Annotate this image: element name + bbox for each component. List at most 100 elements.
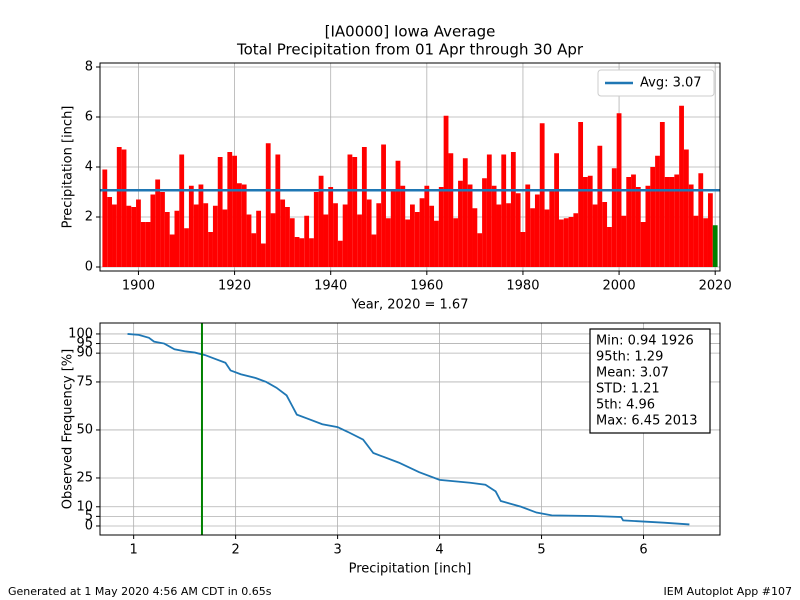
stats-box [589, 328, 711, 434]
x-tick-label: 5 [537, 543, 545, 558]
bar [304, 215, 310, 267]
bar [458, 180, 463, 267]
bar [707, 193, 713, 267]
bar [222, 209, 228, 267]
bar [679, 105, 684, 267]
bar [496, 204, 502, 267]
stats-line: 5th: 4.96 [596, 398, 655, 413]
bar [621, 215, 627, 267]
bar [419, 198, 425, 267]
stats-line: 95th: 1.29 [596, 350, 663, 365]
bar [486, 154, 492, 267]
bar [328, 187, 334, 267]
bar [126, 205, 132, 267]
bar [558, 219, 564, 267]
bar [309, 238, 314, 267]
bar [635, 187, 641, 267]
y-tick-label: 50 [76, 422, 93, 437]
bar [136, 199, 141, 267]
bar [337, 240, 343, 267]
bar [462, 158, 468, 267]
bar [102, 169, 108, 267]
bar [693, 215, 699, 267]
y-tick-label: 100 [68, 326, 93, 341]
bar [539, 123, 545, 267]
bar [131, 207, 137, 267]
y-axis-label: Precipitation [inch] [61, 106, 76, 229]
bar [174, 210, 180, 267]
bar [275, 154, 281, 267]
y-tick-label: 90 [76, 346, 93, 361]
bar [357, 214, 362, 267]
bar [198, 184, 204, 267]
bar [203, 203, 209, 267]
chart-title: [IA0000] Iowa Average [325, 23, 496, 41]
bar [587, 175, 593, 267]
bar [155, 179, 161, 267]
legend-box [597, 69, 715, 97]
bar [438, 187, 444, 267]
bar [698, 173, 704, 267]
bar [631, 174, 636, 267]
bar [659, 122, 665, 267]
footer-right: IEM Autoplot App #107 [664, 585, 793, 598]
bar [352, 157, 358, 267]
bar [405, 219, 410, 267]
bar [664, 177, 670, 267]
x-tick-label: 2 [231, 543, 239, 558]
bar [381, 144, 386, 267]
bar [477, 233, 483, 267]
x-tick-label: 1900 [122, 279, 155, 294]
bar [246, 214, 252, 267]
bar [116, 147, 122, 267]
bar [530, 208, 535, 267]
bar [534, 194, 540, 267]
bar [515, 193, 521, 267]
bar [544, 209, 550, 267]
bar [683, 149, 689, 267]
bar [674, 174, 680, 267]
y-tick-label: 6 [85, 110, 93, 125]
bar [193, 204, 199, 267]
y-tick-label: 10 [76, 499, 93, 514]
bar [510, 152, 516, 267]
bar [429, 205, 435, 267]
x-tick-label: 2020 [699, 279, 732, 294]
bar [294, 237, 300, 267]
bar [361, 147, 367, 267]
bar [241, 184, 247, 267]
bar [434, 220, 439, 267]
bar [208, 232, 213, 267]
bar [472, 208, 478, 267]
bar [313, 192, 319, 267]
bar [563, 218, 569, 267]
bar [251, 233, 257, 267]
chart-subtitle: Total Precipitation from 01 Apr through … [236, 41, 584, 59]
bar [227, 152, 233, 267]
bar [583, 177, 588, 267]
bar [371, 234, 377, 267]
bar [607, 227, 612, 267]
bar [549, 190, 555, 267]
bar [188, 185, 194, 267]
bar [261, 243, 266, 267]
legend-label: Avg: 3.07 [640, 76, 702, 91]
bar [270, 213, 276, 267]
bar [573, 213, 579, 267]
bar [640, 222, 646, 267]
x-tick-label: 1920 [218, 279, 251, 294]
bar [112, 204, 117, 267]
x-tick-label: 4 [435, 543, 443, 558]
bar [712, 225, 718, 267]
bar [448, 153, 454, 267]
stats-line: STD: 1.21 [596, 382, 660, 397]
bar [645, 185, 651, 267]
bar [164, 212, 170, 267]
bar [467, 184, 473, 267]
bar [107, 197, 113, 267]
frequency-line [127, 333, 690, 526]
bar [578, 122, 584, 267]
bar [650, 167, 656, 267]
bar [212, 205, 218, 267]
bar [184, 228, 189, 267]
